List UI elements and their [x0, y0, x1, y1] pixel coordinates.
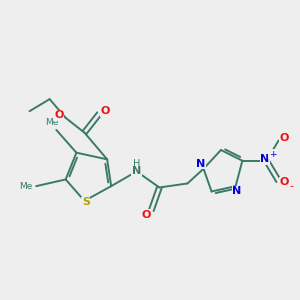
Text: N: N — [132, 167, 141, 176]
Text: O: O — [279, 133, 289, 143]
Text: O: O — [141, 210, 151, 220]
Text: N: N — [196, 159, 206, 169]
Text: -: - — [289, 181, 293, 190]
Text: H: H — [133, 159, 140, 169]
Text: +: + — [268, 149, 276, 158]
Text: N: N — [232, 187, 242, 196]
Text: O: O — [100, 106, 110, 116]
Text: Me: Me — [45, 118, 58, 127]
Text: O: O — [279, 177, 289, 187]
Text: N: N — [260, 154, 270, 164]
Text: O: O — [54, 110, 64, 120]
Text: Me: Me — [19, 182, 32, 190]
Text: S: S — [82, 197, 90, 207]
